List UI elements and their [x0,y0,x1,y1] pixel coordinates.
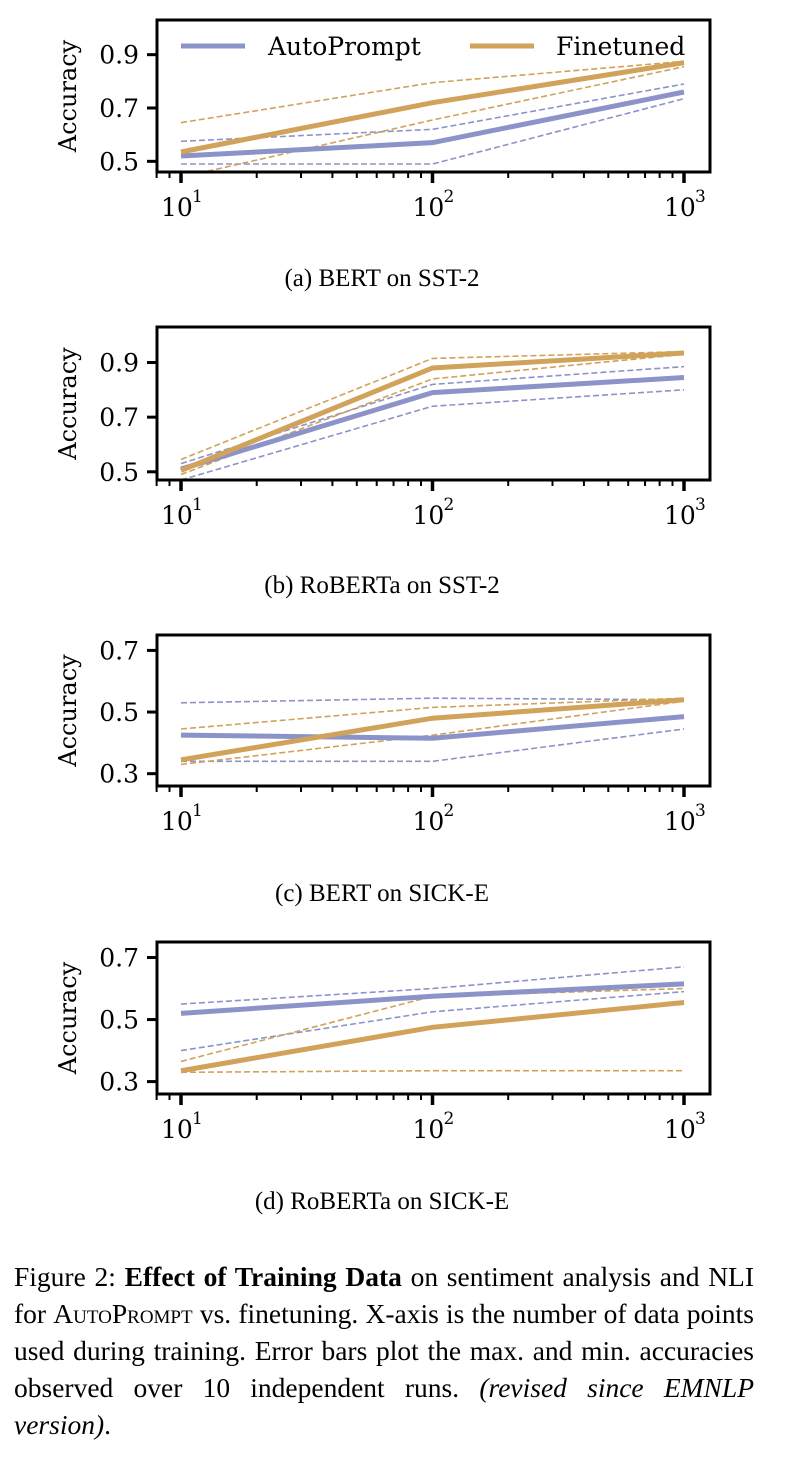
legend-label-autoprompt: AutoPrompt [267,32,421,61]
y-tick-label: 0.5 [99,147,139,176]
x-tick-exponent: 2 [444,1109,455,1129]
x-tick-exponent: 2 [444,495,455,515]
x-tick-exponent: 3 [695,801,706,821]
panel-b: 0.5 0.7 0.9 Accuracy 10 1 10 2 10 3 (b) RoBERTa o… [0,310,810,620]
finetuned-min-line [180,700,685,766]
panel-c: 0.3 0.5 0.7 Accuracy 10 1 10 2 10 3 (c) BERT on S… [0,620,810,930]
finetuned-max-line [180,350,685,461]
subcaption-c: (c) BERT on SICK-E [275,880,489,907]
autoprompt-max-line [180,966,685,1005]
subcaption-a: (a) BERT on SST-2 [284,265,480,292]
x-tick-exponent: 2 [444,801,455,821]
finetuned-mean-line [180,350,685,473]
x-tick-label: 10 [664,193,696,222]
subcaption-d: (d) RoBERTa on SICK-E [254,1188,510,1215]
y-axis-label: Accuracy [54,347,82,461]
y-tick-label: 0.5 [99,698,139,727]
y-axis-label: Accuracy [54,654,82,768]
x-tick-exponent: 2 [444,187,455,207]
autoprompt-min-line [181,97,685,165]
x-tick-label: 10 [161,501,193,530]
caption-smallcaps: AutoPrompt [53,1298,193,1329]
caption-end: . [104,1409,111,1440]
autoprompt-min-line [180,389,685,480]
autoprompt-max-line [180,697,685,704]
x-tick-label: 10 [413,501,445,530]
x-tick-label: 10 [413,807,445,836]
subcaption-b: (b) RoBERTa on SST-2 [264,572,500,599]
x-tick-exponent: 3 [695,495,706,515]
autoprompt-mean-line [180,714,685,741]
x-tick-label: 10 [161,193,193,222]
caption-text-2: vs. finetuning. X-axis is the number of … [14,1298,754,1403]
figure-caption: Figure 2: Effect of Training Data on sen… [14,1258,754,1443]
x-tick-label: 10 [413,193,445,222]
autoprompt-mean-line [180,89,685,159]
caption-text-1: on sentiment analysis and NLI for [14,1261,755,1329]
x-tick-label: 10 [664,501,696,530]
finetuned-mean-line [180,1000,685,1074]
autoprompt-max-line [180,365,685,465]
autoprompt-mean-line [180,981,685,1016]
y-tick-label: 0.3 [99,760,139,789]
y-tick-label: 0.7 [99,636,139,665]
panel-d: 0.3 0.5 0.7 Accuracy 10 1 10 2 10 3 (d) RoBERTa o… [0,930,810,1240]
x-tick-label: 10 [413,1115,445,1144]
y-axis-label: Accuracy [54,961,82,1075]
y-tick-label: 0.5 [99,1006,139,1035]
finetuned-max-line [180,60,685,124]
finetuned-mean-line [180,60,685,155]
caption-label: Figure 2: [14,1261,116,1292]
y-tick-label: 0.7 [99,94,139,123]
autoprompt-min-line [180,990,685,1052]
finetuned-min-line [200,65,685,172]
x-tick-label: 10 [664,1115,696,1144]
finetuned-min-line [180,353,685,476]
x-tick-exponent: 1 [192,495,203,515]
x-tick-exponent: 1 [192,187,203,207]
autoprompt-max-line [180,83,685,143]
caption-italic: (revised since EMNLP version) [14,1372,754,1440]
plot-frame [155,325,712,482]
x-tick-exponent: 1 [192,801,203,821]
autoprompt-min-line [181,728,685,763]
plot-frame [155,633,712,788]
series-group [180,697,685,766]
y-tick-label: 0.7 [99,403,139,432]
series-group [180,966,685,1074]
series-group [180,350,685,480]
y-tick-label: 0.9 [99,349,139,378]
finetuned-max-line [180,697,685,730]
y-tick-label: 0.9 [99,41,139,70]
finetuned-mean-line [180,697,685,763]
y-tick-label: 0.5 [99,458,139,487]
series-group [180,60,685,172]
finetuned-min-line [180,1069,684,1074]
x-tick-exponent: 3 [695,187,706,207]
y-axis-label: Accuracy [54,39,82,153]
autoprompt-mean-line [180,375,685,472]
caption-bold: Effect of Training Data [124,1261,402,1292]
legend-label-finetuned: Finetuned [556,32,685,61]
x-tick-label: 10 [161,1115,193,1144]
finetuned-max-line [180,987,685,1063]
x-tick-exponent: 1 [192,1109,203,1129]
x-tick-exponent: 3 [695,1109,706,1129]
y-tick-label: 0.7 [99,944,139,973]
panel-a: 0.5 0.7 0.9 Accuracy 10 1 10 2 10 3 AutoPrompt Fine… [0,0,810,310]
x-tick-label: 10 [664,807,696,836]
x-tick-label: 10 [161,807,193,836]
y-tick-label: 0.3 [99,1068,139,1097]
